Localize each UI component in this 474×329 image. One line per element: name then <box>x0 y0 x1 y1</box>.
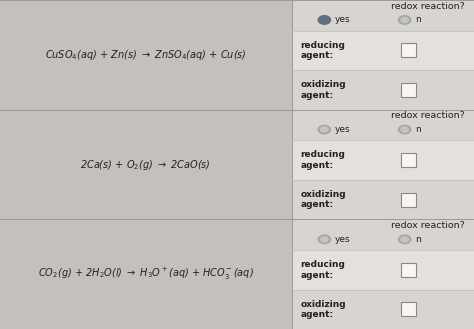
Text: n: n <box>415 15 421 24</box>
Text: oxidizing
agent:: oxidizing agent: <box>301 190 346 209</box>
Bar <box>292 219 474 250</box>
Circle shape <box>399 125 411 134</box>
Circle shape <box>318 125 330 134</box>
Text: oxidizing
agent:: oxidizing agent: <box>301 300 346 319</box>
FancyBboxPatch shape <box>401 263 416 277</box>
Text: n: n <box>415 235 421 244</box>
Bar <box>0 110 292 219</box>
FancyBboxPatch shape <box>401 193 416 207</box>
Circle shape <box>318 235 330 244</box>
Bar <box>292 140 474 180</box>
Bar <box>0 0 292 110</box>
Bar <box>292 180 474 219</box>
Text: reducing
agent:: reducing agent: <box>301 260 346 280</box>
Bar <box>292 110 474 140</box>
FancyBboxPatch shape <box>401 43 416 57</box>
Bar <box>292 290 474 329</box>
Circle shape <box>320 237 328 242</box>
Circle shape <box>320 127 328 132</box>
Text: reducing
agent:: reducing agent: <box>301 41 346 60</box>
Bar <box>292 250 474 290</box>
Bar <box>292 31 474 70</box>
Circle shape <box>399 235 411 244</box>
Bar <box>292 0 474 329</box>
Circle shape <box>401 17 408 22</box>
Text: yes: yes <box>335 125 350 134</box>
Circle shape <box>318 16 330 24</box>
Bar <box>292 0 474 31</box>
Text: oxidizing
agent:: oxidizing agent: <box>301 80 346 100</box>
Text: 2Ca(s) + O$_2$(g) $\rightarrow$ 2CaO(s): 2Ca(s) + O$_2$(g) $\rightarrow$ 2CaO(s) <box>81 158 211 171</box>
Text: redox reaction?: redox reaction? <box>391 111 465 120</box>
Text: redox reaction?: redox reaction? <box>391 221 465 230</box>
Text: redox reaction?: redox reaction? <box>391 2 465 11</box>
FancyBboxPatch shape <box>401 302 416 316</box>
Bar <box>0 219 292 329</box>
Circle shape <box>401 237 408 242</box>
FancyBboxPatch shape <box>401 83 416 97</box>
Circle shape <box>401 127 408 132</box>
Text: yes: yes <box>335 235 350 244</box>
FancyBboxPatch shape <box>401 153 416 167</box>
Text: n: n <box>415 125 421 134</box>
Text: yes: yes <box>335 15 350 24</box>
Text: reducing
agent:: reducing agent: <box>301 150 346 170</box>
Text: CuSO$_4$(aq) + Zn(s) $\rightarrow$ ZnSO$_4$(aq) + Cu(s): CuSO$_4$(aq) + Zn(s) $\rightarrow$ ZnSO$… <box>45 48 246 62</box>
Text: CO$_2$(g) + 2H$_2$O(l) $\rightarrow$ H$_3$O$^+$(aq) + HCO$_3^-$(aq): CO$_2$(g) + 2H$_2$O(l) $\rightarrow$ H$_… <box>38 266 254 282</box>
Bar <box>292 70 474 110</box>
Circle shape <box>399 16 411 24</box>
